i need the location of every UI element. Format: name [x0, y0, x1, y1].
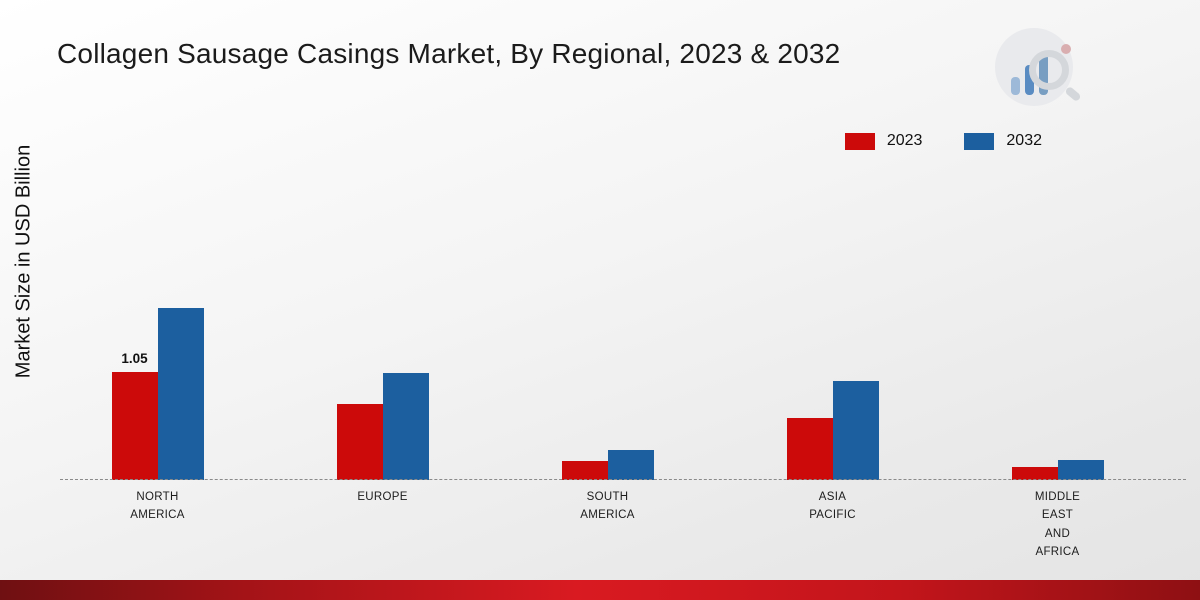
bar-2032-asia-pacific: [832, 381, 879, 480]
legend-swatch-2032: [964, 132, 995, 150]
x-axis-label: SOUTH AMERICA: [580, 491, 635, 522]
bar-2032-europe: [382, 373, 429, 480]
y-axis-label: Market Size in USD Billion: [12, 144, 35, 379]
x-axis-label: NORTH AMERICA: [130, 491, 185, 522]
x-axis-label: ASIA PACIFIC: [809, 491, 856, 522]
bar-2023-north-america: 1.05: [111, 351, 158, 480]
bar-2032-middle-east-and-africa: [1057, 460, 1104, 480]
magnifier-icon: [1029, 50, 1069, 90]
bar-group: [720, 295, 945, 480]
bar-2032-south-america: [607, 450, 654, 480]
bar-group: [270, 295, 495, 480]
x-axis-line: [60, 479, 1186, 480]
legend-label-2023: 2023: [886, 132, 923, 149]
bar-2023-europe: [336, 404, 383, 480]
bar-2023-middle-east-and-africa: [1011, 467, 1058, 480]
x-axis-label: EUROPE: [357, 491, 408, 503]
chart-legend: 2023 2032: [844, 132, 1042, 150]
legend-item-2023: 2023: [844, 132, 923, 150]
x-axis-labels: NORTH AMERICA EUROPE SOUTH AMERICA ASIA PACIFI…: [45, 488, 1170, 562]
bar-2032-north-america: [157, 308, 204, 480]
legend-swatch-2023: [844, 132, 875, 150]
chart-title: Collagen Sausage Casings Market, By Regi…: [57, 38, 841, 69]
logo-bar-medium: [1025, 65, 1034, 95]
magnifier-handle-icon: [1064, 85, 1082, 103]
bar-group: 1.05: [45, 295, 270, 480]
footer-red-bar: [0, 580, 1200, 600]
legend-label-2032: 2032: [1006, 132, 1042, 149]
bar-2023-south-america: [561, 461, 608, 480]
logo-accent-dot: [1061, 44, 1071, 54]
x-axis-label: MIDDLE EAST AND AFRICA: [1034, 491, 1081, 559]
bar-2023-asia-pacific: [786, 418, 833, 480]
bar-group: [945, 295, 1170, 480]
bar-group: [495, 295, 720, 480]
plot-area: 1.05: [45, 295, 1170, 480]
market-research-future-logo: [995, 28, 1085, 113]
bar-value-label: 1.05: [121, 351, 148, 366]
legend-item-2032: 2032: [964, 132, 1042, 150]
logo-bar-small: [1011, 77, 1020, 95]
